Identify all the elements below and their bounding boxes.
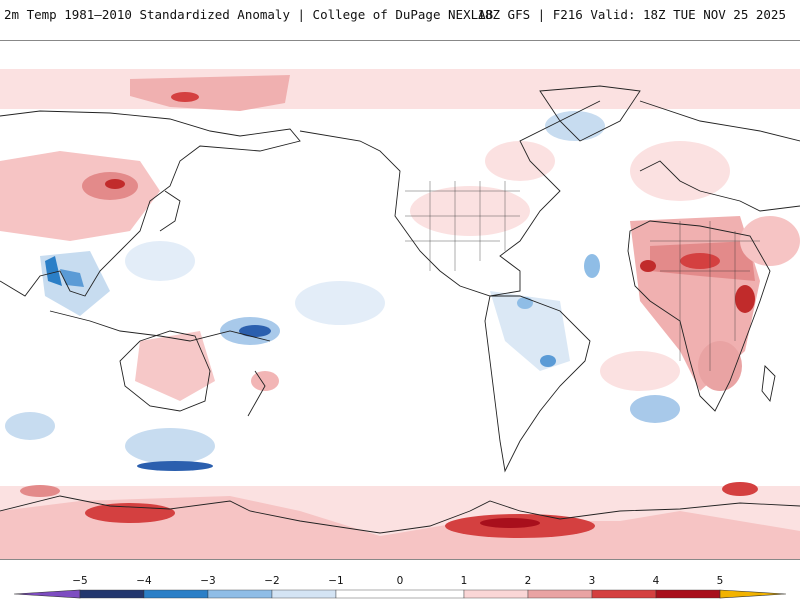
us-state-lines <box>405 181 520 271</box>
east-africa-hot-core <box>735 285 755 313</box>
arctic-anomaly-band <box>0 69 800 109</box>
south-indian-cool <box>5 412 55 440</box>
header: 2m Temp 1981–2010 Standardized Anomaly |… <box>0 0 800 30</box>
antarctic-warm-core-west <box>85 503 175 523</box>
colorbar-tick-label: 5 <box>716 575 724 587</box>
antarctic-warm-region <box>0 496 800 559</box>
north-america-coastline <box>299 100 601 297</box>
asia-coastline <box>0 110 301 297</box>
colorbar-tick-label: 0 <box>396 575 404 587</box>
colorbar: −5 −4 −3 −2 −1 0 1 2 3 4 5 <box>0 568 800 600</box>
colorbar-tick-label: 3 <box>588 575 596 587</box>
coastlines <box>0 85 800 534</box>
arabia-warm <box>740 216 800 266</box>
antarctic-warm-core-far-east <box>722 482 758 496</box>
valid-time: 18Z GFS | F216 Valid: 18Z TUE NOV 25 202… <box>477 7 786 22</box>
south-atlantic-cool <box>630 395 680 423</box>
colorbar-tick-label: −3 <box>200 575 216 587</box>
japan-coastline <box>159 190 181 232</box>
antarctic-hot-core <box>480 518 540 528</box>
colorbar-tick-label: −1 <box>328 575 344 587</box>
se-asia-cold-core <box>45 256 62 286</box>
europe-warm <box>630 141 730 201</box>
new-zealand-coastline <box>247 370 266 417</box>
sw-pacific-cool <box>125 241 195 281</box>
colorbar-tick-label: 4 <box>652 575 660 587</box>
map-canvas <box>0 69 800 559</box>
colorbar-tick-label: −2 <box>264 575 280 587</box>
africa-borders <box>650 221 760 371</box>
colorbar-bin-n0 <box>335 589 465 599</box>
colorbar-bin-m3 <box>143 589 209 599</box>
anomaly-map[interactable] <box>0 40 800 560</box>
amazon-cool <box>517 297 533 309</box>
south-america-coastline <box>484 295 591 473</box>
colorbar-tick-label: −4 <box>136 575 152 587</box>
colorbar-bin-p1 <box>463 589 529 599</box>
us-warm <box>410 186 530 236</box>
south-atlantic-warm <box>600 351 680 391</box>
australia-coastline <box>119 330 211 412</box>
sahel-hot-core <box>680 253 720 269</box>
europe-africa-coastline <box>627 100 800 412</box>
antarctica-coastline <box>0 495 800 534</box>
brazil-cold-core <box>540 355 556 367</box>
colorbar-upper-extend <box>719 589 787 599</box>
colorbar-lower-extend <box>13 589 81 599</box>
antarctic-coastal-warm <box>20 485 60 497</box>
central-pacific-cool <box>295 281 385 325</box>
north-america-cool <box>485 141 555 181</box>
southern-ocean-cold-core <box>137 461 213 471</box>
pacific-cold-core <box>239 325 271 337</box>
colorbar-tick-label: 1 <box>460 575 468 587</box>
west-africa-hot-core <box>640 260 656 272</box>
indian-ocean-cool <box>584 254 600 278</box>
colorbar-tick-label: −5 <box>72 575 88 587</box>
colorbar-bin-p3 <box>591 589 657 599</box>
colorbar-bin-p4 <box>655 589 721 599</box>
asia-warm-region <box>0 151 160 241</box>
colorbar-bin-m4 <box>79 589 145 599</box>
colorbar-bin-m1 <box>271 589 337 599</box>
australia-warm-region <box>135 331 215 401</box>
madagascar-coastline <box>761 365 776 403</box>
colorbar-bin-m2 <box>207 589 273 599</box>
greenland-coastline <box>539 85 641 142</box>
map-title: 2m Temp 1981–2010 Standardized Anomaly |… <box>4 7 494 22</box>
south-america-cool <box>490 291 570 371</box>
political-boundaries <box>405 181 760 371</box>
arctic-warm-patch <box>130 75 290 111</box>
colorbar-bin-p2 <box>527 589 593 599</box>
arctic-warm-core <box>171 92 199 102</box>
colorbar-svg <box>13 589 787 599</box>
southern-ocean-cold <box>125 428 215 464</box>
greenland-cool <box>545 111 605 141</box>
mongolia-hot-spot <box>105 179 125 189</box>
new-zealand-warm <box>251 371 279 391</box>
indonesia-coastline <box>49 310 271 342</box>
colorbar-tick-label: 2 <box>524 575 532 587</box>
